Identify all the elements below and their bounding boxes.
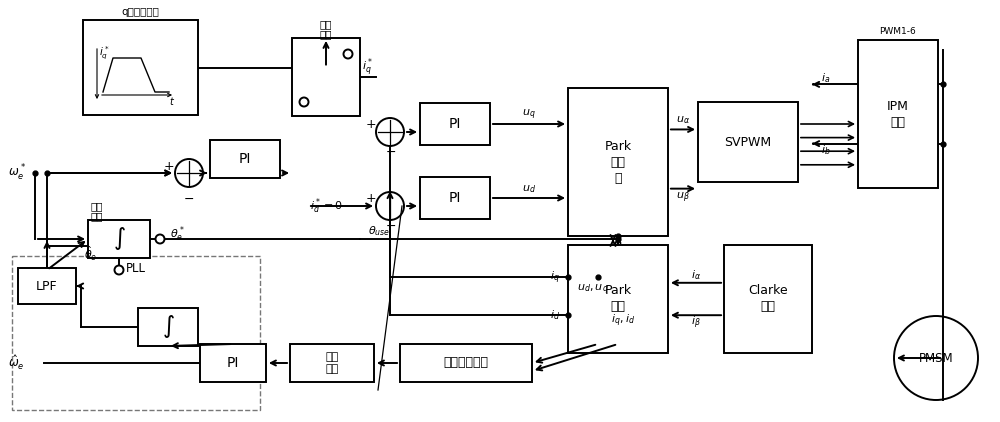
Text: $\theta_e^*$: $\theta_e^*$: [170, 224, 185, 244]
Text: $\int$: $\int$: [113, 225, 125, 252]
Text: $i_q$: $i_q$: [550, 269, 560, 286]
Text: $-$: $-$: [385, 144, 397, 157]
Text: $\omega_e^*$: $\omega_e^*$: [8, 163, 26, 183]
Bar: [698, 102, 798, 182]
Text: Park
反变
换: Park 反变 换: [604, 140, 632, 184]
Text: $u_\alpha$: $u_\alpha$: [676, 114, 690, 126]
Text: PI: PI: [227, 356, 239, 370]
Text: $-$: $-$: [183, 192, 195, 205]
Text: PLL: PLL: [126, 262, 146, 274]
Text: LPF: LPF: [36, 279, 58, 292]
Text: $u_\beta$: $u_\beta$: [676, 190, 690, 205]
Text: 切换: 切换: [91, 201, 103, 211]
Text: $u_q$: $u_q$: [522, 108, 536, 122]
Text: $i_\alpha$: $i_\alpha$: [691, 268, 701, 282]
Text: PI: PI: [449, 191, 461, 205]
Bar: [83, 20, 198, 115]
Text: PMSM: PMSM: [919, 352, 953, 365]
Text: +: +: [164, 160, 174, 173]
Bar: [724, 245, 812, 353]
Circle shape: [344, 49, 352, 59]
Circle shape: [114, 265, 124, 274]
Text: IPM
模块: IPM 模块: [887, 100, 909, 129]
Text: q轴电流给定: q轴电流给定: [122, 7, 159, 17]
Bar: [88, 220, 150, 258]
Text: PI: PI: [449, 117, 461, 131]
Bar: [420, 177, 490, 219]
Bar: [18, 268, 76, 304]
Text: PI: PI: [239, 152, 251, 166]
Text: 策略: 策略: [91, 211, 103, 221]
Text: 误差
跟踪: 误差 跟踪: [325, 352, 339, 374]
Text: $\int$: $\int$: [162, 314, 174, 341]
Bar: [400, 344, 532, 382]
Text: $u_d$: $u_d$: [522, 183, 536, 195]
Text: 龙伯格观测器: 龙伯格观测器: [444, 357, 488, 370]
Text: t: t: [169, 97, 173, 107]
Circle shape: [300, 97, 308, 106]
Bar: [420, 103, 490, 145]
Text: $i_b$: $i_b$: [821, 143, 831, 157]
Text: +: +: [366, 192, 376, 206]
Text: 策略: 策略: [320, 29, 332, 39]
Bar: [138, 308, 198, 346]
Circle shape: [156, 235, 164, 243]
Bar: [292, 38, 360, 116]
Text: $u_d, u_q$: $u_d, u_q$: [577, 283, 609, 297]
Text: $i_a$: $i_a$: [821, 71, 831, 85]
Text: $i_\beta$: $i_\beta$: [691, 315, 701, 331]
Text: $i_q^*$: $i_q^*$: [362, 57, 374, 79]
Text: SVPWM: SVPWM: [724, 135, 772, 149]
Text: Clarke
变换: Clarke 变换: [748, 284, 788, 314]
Bar: [12, 256, 260, 410]
Text: $-$: $-$: [385, 219, 397, 232]
Text: $i_q, i_d$: $i_q, i_d$: [611, 313, 635, 329]
Bar: [858, 40, 938, 188]
Text: $i_d^*=0$: $i_d^*=0$: [310, 196, 343, 216]
Text: PWM1-6: PWM1-6: [880, 27, 916, 36]
Bar: [290, 344, 374, 382]
Bar: [568, 88, 668, 236]
Bar: [210, 140, 280, 178]
Text: $i_d$: $i_d$: [550, 308, 560, 322]
Bar: [568, 245, 668, 353]
Text: $\hat{\theta}_e$: $\hat{\theta}_e$: [84, 245, 97, 263]
Text: $i_q^*$: $i_q^*$: [99, 45, 109, 62]
Text: $\hat{\omega}_e$: $\hat{\omega}_e$: [8, 354, 25, 372]
Text: 切换: 切换: [320, 19, 332, 29]
Bar: [200, 344, 266, 382]
Text: Park
变换: Park 变换: [604, 284, 632, 314]
Text: $\theta_{use}$: $\theta_{use}$: [368, 224, 390, 238]
Text: +: +: [366, 119, 376, 132]
